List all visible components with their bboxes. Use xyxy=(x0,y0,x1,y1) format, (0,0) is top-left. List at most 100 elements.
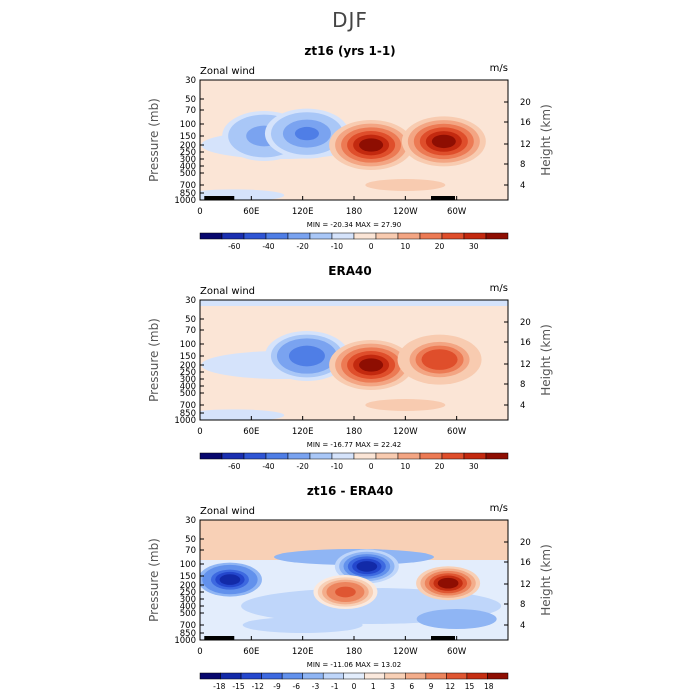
colorbar-tick-label: -60 xyxy=(228,462,240,471)
colorbar: -18 -15 -12 -9 -6 -3 -1 0 1 3 6 9 12 15 18 xyxy=(199,672,509,691)
colorbar-tick-label: 3 xyxy=(390,682,395,691)
y-tick-label: 50 xyxy=(185,535,196,545)
colorbar-tick-label: -10 xyxy=(331,462,343,471)
y-tick-label: 50 xyxy=(185,95,196,105)
colorbar-tick-label: -60 xyxy=(228,242,240,251)
y-tick-label: 30 xyxy=(185,516,196,526)
y-tick-label: 850 xyxy=(180,189,196,199)
y-tick-label: 70 xyxy=(185,546,196,556)
units-label: m/s xyxy=(490,503,508,514)
colorbar-tick-label: 15 xyxy=(465,682,475,691)
colorbar-tick-label: 30 xyxy=(469,242,479,251)
colorbar-tick-label: 20 xyxy=(435,462,445,471)
colorbar-swatch xyxy=(322,672,344,680)
y-tick-label: 1000 xyxy=(174,196,196,206)
colorbar-tick-label: -10 xyxy=(331,242,343,251)
colorbar-swatch xyxy=(485,452,509,460)
y-right-axis-label: Height (km) xyxy=(539,104,553,175)
colorbar-tick-label: 10 xyxy=(401,462,411,471)
colorbar-swatch xyxy=(419,232,443,240)
colorbar-swatch xyxy=(243,232,267,240)
y-tick-label: 500 xyxy=(180,609,196,619)
x-tick-label: 180 xyxy=(346,207,362,217)
y-tick-label: 300 xyxy=(180,155,196,165)
colorbar-swatch xyxy=(199,232,223,240)
y-tick-label: 70 xyxy=(185,106,196,116)
min-max-label: MIN = -11.06 MAX = 13.02 xyxy=(307,661,401,669)
y-right-tick-label: 12 xyxy=(520,140,531,150)
colorbar-tick-label: 9 xyxy=(429,682,434,691)
y-right-tick-label: 8 xyxy=(520,160,525,170)
y-tick-label: 700 xyxy=(180,181,196,191)
panel-title: ERA40 xyxy=(328,264,371,278)
y-tick-label: 150 xyxy=(180,572,196,582)
y-tick-label: 70 xyxy=(185,326,196,336)
y-tick-label: 100 xyxy=(180,120,196,130)
colorbar-tick-label: 0 xyxy=(369,242,374,251)
panel-1: zt16 (yrs 1-1)Zonal wind m/s3050701001502… xyxy=(147,44,553,251)
contour-field xyxy=(200,520,508,640)
colorbar-tick-label: -20 xyxy=(297,462,309,471)
colorbar-tick-label: 0 xyxy=(352,682,357,691)
x-tick-label: 120E xyxy=(292,427,314,437)
band-negative xyxy=(200,409,285,420)
y-tick-label: 250 xyxy=(180,588,196,598)
y-right-tick-label: 16 xyxy=(520,338,531,348)
colorbar-swatch xyxy=(309,232,333,240)
panel-title: zt16 (yrs 1-1) xyxy=(304,44,395,58)
colorbar-tick-label: -18 xyxy=(213,682,225,691)
y-tick-label: 400 xyxy=(180,162,196,172)
y-tick-label: 500 xyxy=(180,389,196,399)
x-tick-label: 120E xyxy=(292,207,314,217)
x-tick-label: 60W xyxy=(447,427,467,437)
colorbar-swatch xyxy=(302,672,324,680)
corner-label-left: Zonal wind xyxy=(200,506,255,517)
colorbar-tick-label: -1 xyxy=(331,682,339,691)
colorbar-swatch xyxy=(375,232,399,240)
contour-feature xyxy=(356,561,378,572)
contour-feature xyxy=(335,586,356,598)
x-tick-label: 120W xyxy=(393,427,418,437)
y-tick-label: 250 xyxy=(180,368,196,378)
colorbar-tick-label: -20 xyxy=(297,242,309,251)
y-tick-label: 100 xyxy=(180,340,196,350)
y-tick-label: 300 xyxy=(180,595,196,605)
colorbar-swatch xyxy=(405,672,427,680)
contour-feature xyxy=(431,134,456,149)
colorbar-swatch xyxy=(441,452,465,460)
units-label: m/s xyxy=(490,63,508,74)
colorbar-swatch xyxy=(331,232,355,240)
contour-feature xyxy=(359,138,384,152)
colorbar-swatch xyxy=(343,672,365,680)
band-top xyxy=(200,300,508,306)
colorbar-swatch xyxy=(463,452,487,460)
colorbar-tick-label: 20 xyxy=(435,242,445,251)
y-tick-label: 700 xyxy=(180,621,196,631)
band-negative xyxy=(416,609,497,629)
colorbar-tick-label: 1 xyxy=(371,682,376,691)
colorbar-swatch xyxy=(353,232,377,240)
band-negative xyxy=(242,617,363,633)
colorbar-swatch xyxy=(397,452,421,460)
colorbar-swatch xyxy=(243,452,267,460)
y-right-tick-label: 8 xyxy=(520,600,525,610)
y-right-tick-label: 4 xyxy=(520,181,525,191)
y-axis-label: Pressure (mb) xyxy=(147,318,161,402)
colorbar-swatch xyxy=(397,232,421,240)
band-positive xyxy=(365,179,446,191)
colorbar-swatch xyxy=(265,232,289,240)
colorbar-swatch xyxy=(281,672,303,680)
x-tick-label: 60E xyxy=(243,427,259,437)
colorbar-swatch xyxy=(309,452,333,460)
colorbar-tick-label: -15 xyxy=(232,682,244,691)
x-tick-label: 0 xyxy=(197,207,202,217)
contour-feature xyxy=(437,577,459,589)
topography xyxy=(204,196,235,200)
colorbar-swatch xyxy=(485,232,509,240)
y-tick-label: 200 xyxy=(180,361,196,371)
x-tick-label: 60W xyxy=(447,647,467,657)
y-tick-label: 400 xyxy=(180,382,196,392)
contour-feature xyxy=(294,349,319,363)
panel-title: zt16 - ERA40 xyxy=(307,484,393,498)
